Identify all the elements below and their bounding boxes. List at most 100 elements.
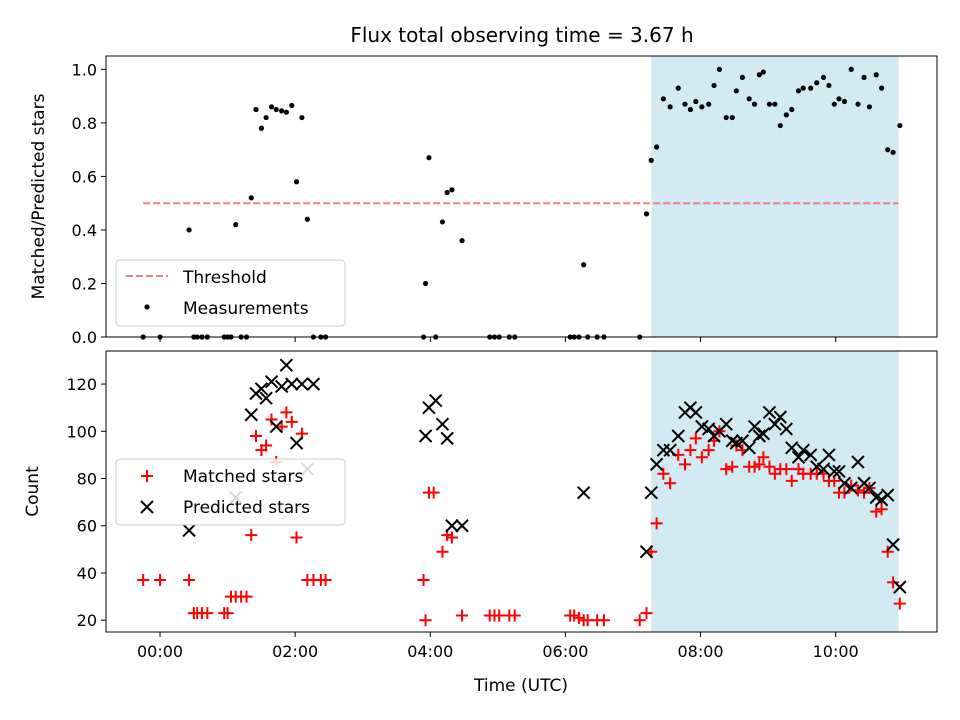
ratio-y-tick-label: 0.6 (72, 167, 97, 186)
measurement-point (660, 96, 666, 102)
predicted-star-point (428, 393, 443, 408)
matched-star-point (780, 463, 793, 476)
measurement-point (643, 211, 650, 217)
predicted-star-point (893, 580, 907, 594)
predicted-star-point (773, 410, 787, 424)
count-y-tick-label: 120 (66, 375, 97, 394)
measurement-point (885, 147, 891, 153)
matched-star-point (154, 574, 167, 587)
predicted-star-point (445, 519, 459, 533)
predicted-star-point (844, 481, 858, 495)
measurement-point (268, 104, 275, 110)
measurement-point (459, 238, 465, 244)
predicted-star-point (827, 464, 842, 479)
measurement-point (729, 114, 735, 121)
matched-star-point (290, 531, 303, 544)
measurement-point (848, 66, 854, 72)
matched-star-point (720, 463, 733, 476)
measurement-point (723, 114, 729, 121)
predicted-star-point (644, 485, 658, 500)
predicted-star-point (435, 417, 450, 431)
measurement-point (449, 187, 455, 193)
matched-star-point (887, 576, 900, 589)
measurement-point (687, 106, 694, 113)
predicted-star-point (822, 448, 836, 462)
measurement-point (253, 106, 259, 113)
predicted-star-point (264, 374, 279, 389)
matched-star-point (183, 574, 196, 587)
predicted-star-point (306, 377, 321, 391)
x-tick-label: 10:00 (813, 642, 859, 661)
measurement-point (711, 82, 717, 89)
x-tick-label: 00:00 (137, 642, 183, 661)
ratio-y-tick-label: 1.0 (72, 60, 97, 79)
count-observing-window (651, 351, 899, 632)
predicted-star-point (886, 537, 900, 552)
measurement-point (263, 114, 269, 121)
count-y-tick-label: 80 (77, 470, 97, 489)
measurement-point (751, 101, 758, 107)
legend-matched-label: Matched stars (183, 467, 303, 487)
predicted-star-point (649, 457, 664, 472)
count-y-tick-label: 60 (77, 517, 97, 536)
measurement-point (855, 101, 861, 107)
x-axis-label: Time (UTC) (473, 676, 568, 696)
predicted-star-point (671, 429, 685, 443)
predicted-star-point (851, 455, 865, 469)
predicted-star-point (663, 443, 677, 457)
measurement-point (283, 109, 289, 115)
measurement-point (289, 102, 295, 109)
measurement-point (422, 280, 429, 287)
measurement-point (760, 69, 766, 75)
count-legend-box (115, 458, 346, 526)
measurement-point (304, 216, 310, 222)
predicted-star-point (752, 429, 767, 443)
measurement-point (426, 155, 432, 161)
predicted-star-point (259, 391, 273, 405)
legend-measurements-swatch (144, 304, 150, 310)
predicted-star-point (719, 417, 733, 431)
predicted-star-point (701, 422, 716, 436)
count-y-axis-label: Count (23, 466, 43, 517)
measurement-point (682, 101, 688, 107)
predicted-star-point (880, 488, 895, 502)
matched-star-point (280, 406, 293, 419)
legend-predicted-label: Predicted stars (183, 498, 310, 518)
measurement-point (675, 85, 681, 91)
measurement-point (233, 222, 239, 228)
measurement-point (897, 122, 903, 129)
matched-star-point (763, 460, 776, 473)
measurement-point (808, 85, 814, 91)
measurement-point (733, 88, 739, 94)
predicted-star-point (785, 441, 799, 455)
predicted-star-point (816, 462, 831, 476)
measurement-point (258, 125, 264, 131)
matched-star-point (689, 432, 702, 445)
matched-star-point (875, 503, 888, 516)
matched-star-point (201, 607, 214, 620)
count-legend: Matched stars Predicted stars (115, 458, 346, 526)
matched-star-point (137, 574, 150, 587)
predicted-star-point (742, 441, 756, 455)
measurement-point (814, 80, 820, 86)
predicted-star-point (418, 429, 433, 443)
matched-star-point (240, 590, 253, 603)
ratio-y-tick-label: 0.2 (72, 274, 97, 293)
predicted-star-point (182, 523, 196, 538)
matched-star-point (597, 614, 610, 627)
measurement-point (699, 104, 705, 110)
matched-star-point (753, 458, 766, 471)
matched-star-point (417, 574, 430, 587)
predicted-star-point (244, 408, 258, 422)
predicted-star-point (747, 419, 762, 434)
measurement-point (739, 74, 746, 81)
measurement-point (293, 179, 300, 185)
matched-star-point (285, 415, 298, 428)
measurement-point (716, 66, 723, 72)
measurement-point (746, 96, 752, 102)
matched-star-point (436, 545, 449, 558)
predicted-star-point (279, 358, 294, 372)
ratio-panel: 0.0 0.2 0.4 0.6 0.8 1.0 Matched/Predicted sta… (29, 55, 938, 347)
matched-star-point (785, 474, 798, 487)
